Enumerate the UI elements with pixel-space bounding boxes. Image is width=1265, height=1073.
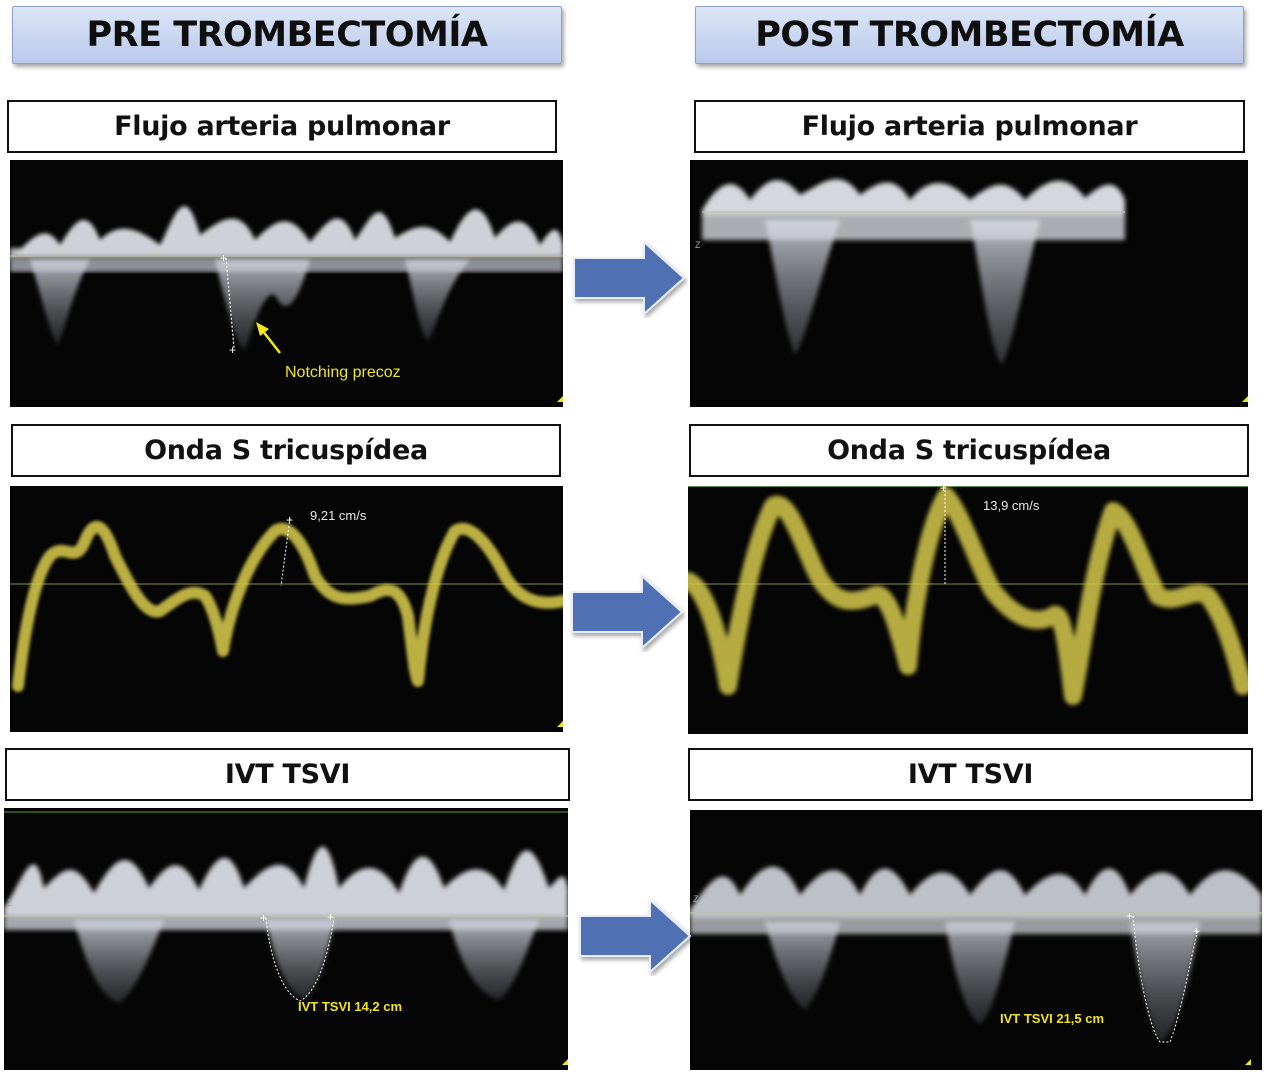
right-arrow-icon [579, 898, 692, 975]
lvot-vti-post-label: IVT TSVI [688, 748, 1253, 801]
svg-text:Z: Z [695, 240, 701, 250]
svg-text:+: + [1126, 909, 1133, 923]
pulmonary-flow-pre-label: Flujo arteria pulmonar [7, 100, 557, 153]
vti-pre-value: IVT TSVI 14,2 cm [298, 999, 402, 1014]
s-wave-post-value: 13,9 cm/s [983, 498, 1040, 513]
right-arrow-icon [571, 574, 684, 651]
lvot-vti-pre-doppler: + + Z IVT TSVI 14,2 cm [4, 808, 568, 1070]
pulmonary-flow-post-doppler: Z [690, 160, 1248, 407]
svg-text:+: + [940, 486, 947, 495]
notching-annotation: Notching precoz [285, 364, 401, 381]
svg-text:+: + [229, 343, 236, 357]
svg-text:+: + [327, 910, 334, 924]
tricuspid-s-wave-post-label: Onda S tricuspídea [689, 424, 1249, 477]
svg-text:+: + [286, 513, 293, 527]
pre-thrombectomy-header: PRE TROMBECTOMÍA [12, 6, 562, 64]
svg-text:Z: Z [7, 898, 13, 908]
pulmonary-flow-post-label: Flujo arteria pulmonar [694, 100, 1245, 153]
lvot-vti-pre-label: IVT TSVI [5, 748, 570, 801]
right-arrow-icon [573, 240, 686, 317]
pulmonary-flow-pre-doppler: + + Notching precoz [10, 160, 563, 407]
tricuspid-s-wave-post-tdi: + 13,9 cm/s [688, 486, 1248, 734]
tricuspid-s-wave-pre-label: Onda S tricuspídea [11, 424, 561, 477]
tricuspid-s-wave-pre-tdi: + 9,21 cm/s [10, 486, 563, 732]
svg-text:+: + [260, 911, 267, 925]
vti-post-value: IVT TSVI 21,5 cm [1000, 1011, 1104, 1026]
svg-text:+: + [1193, 924, 1200, 938]
s-wave-pre-value: 9,21 cm/s [310, 508, 367, 523]
svg-text:Z: Z [693, 894, 699, 904]
lvot-vti-post-doppler: + + Z IVT TSVI 21,5 cm [690, 810, 1262, 1070]
svg-text:+: + [220, 251, 227, 265]
post-thrombectomy-header: POST TROMBECTOMÍA [695, 6, 1244, 64]
